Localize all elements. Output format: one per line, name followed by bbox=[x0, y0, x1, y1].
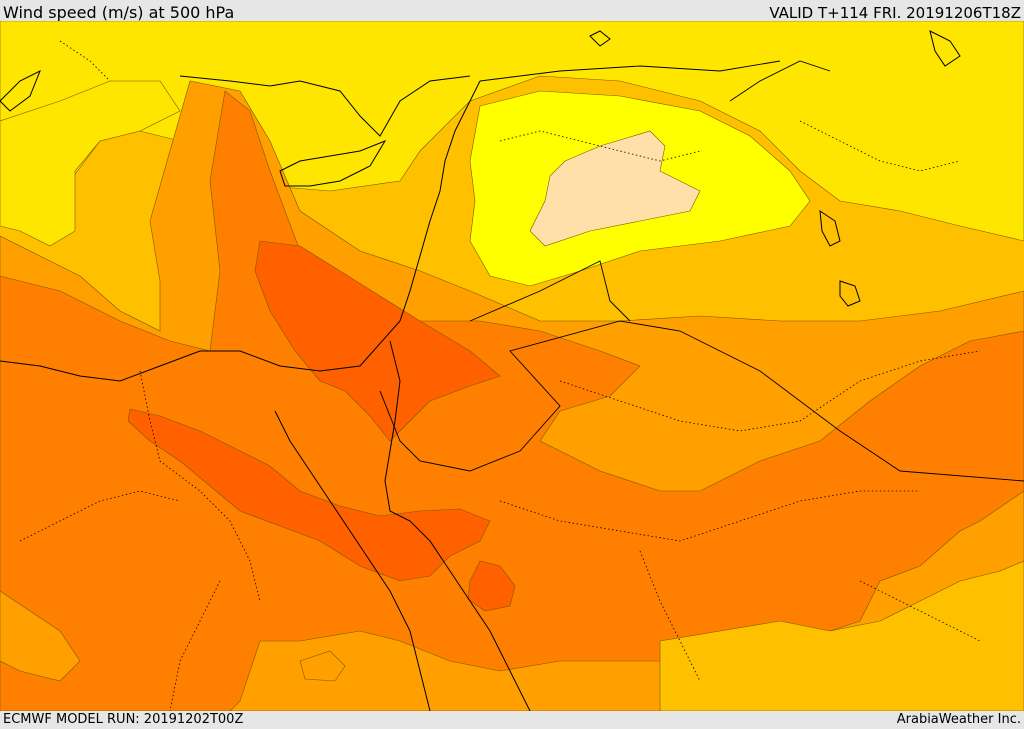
contour-yellow-north bbox=[0, 21, 1024, 242]
contour-orange-dark-2 bbox=[127, 408, 491, 582]
coastlines bbox=[0, 30, 961, 711]
map-canvas bbox=[0, 21, 1024, 711]
contour-orange-dark-3 bbox=[467, 560, 516, 612]
header-bar: Wind speed (m/s) at 500 hPa VALID T+114 … bbox=[0, 0, 1024, 22]
wind-speed-map[interactable] bbox=[0, 21, 1024, 711]
valid-time-label: VALID T+114 FRI. 20191206T18Z bbox=[769, 4, 1021, 22]
contour-orange bbox=[0, 90, 1024, 711]
contour-orange-light-2 bbox=[299, 650, 346, 682]
provider-label: ArabiaWeather Inc. bbox=[896, 712, 1021, 727]
country-borders bbox=[379, 60, 1024, 482]
model-run-label: ECMWF MODEL RUN: 20191202T00Z bbox=[3, 712, 244, 727]
contour-core-max bbox=[529, 130, 701, 247]
footer-bar: ECMWF MODEL RUN: 20191202T00Z ArabiaWeat… bbox=[0, 711, 1024, 729]
contour-gold-se bbox=[659, 560, 1024, 711]
contour-orange-dark-1 bbox=[254, 240, 501, 442]
map-title: Wind speed (m/s) at 500 hPa bbox=[3, 3, 235, 22]
contour-orange-light-3 bbox=[0, 590, 81, 682]
admin-borders bbox=[19, 40, 981, 711]
